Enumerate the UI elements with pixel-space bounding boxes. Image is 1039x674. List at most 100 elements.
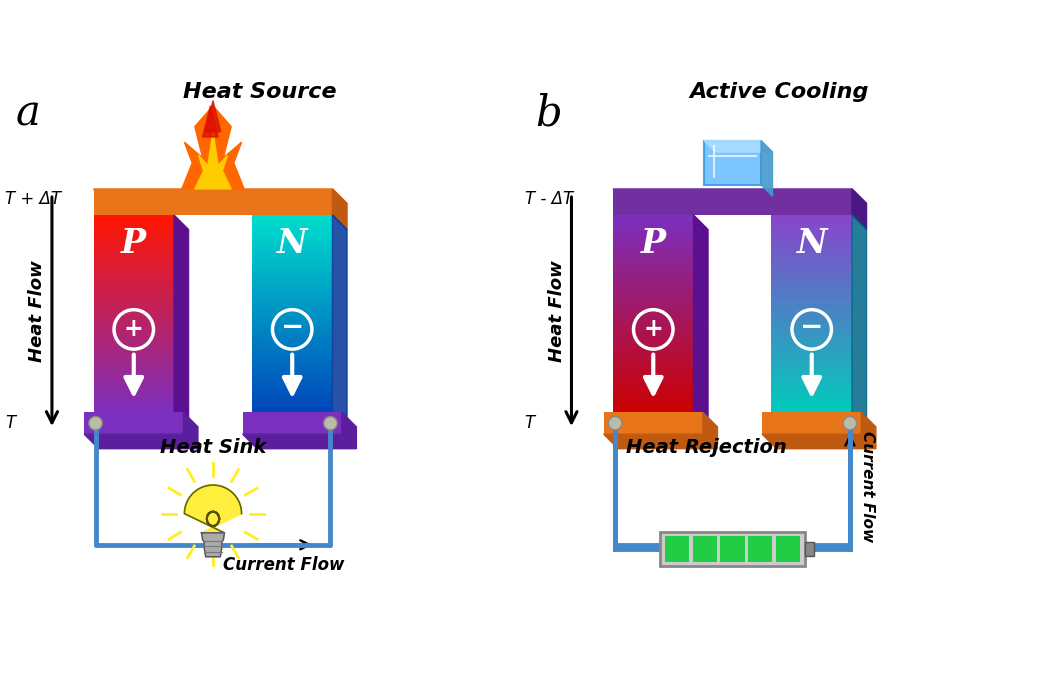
- Bar: [251, 237, 332, 239]
- Bar: [613, 400, 694, 402]
- Bar: [771, 235, 852, 237]
- Bar: [613, 390, 694, 392]
- Bar: [771, 225, 852, 227]
- Polygon shape: [175, 215, 189, 427]
- Bar: [613, 227, 694, 230]
- Bar: [613, 262, 694, 264]
- Bar: [613, 254, 694, 257]
- Bar: [94, 350, 175, 353]
- Bar: [251, 222, 332, 225]
- Bar: [251, 299, 332, 301]
- Bar: [771, 218, 852, 220]
- Bar: [771, 222, 852, 225]
- Text: T: T: [525, 415, 535, 432]
- Bar: [613, 365, 694, 368]
- Text: +: +: [124, 317, 143, 342]
- Bar: [94, 282, 175, 284]
- Bar: [613, 264, 694, 267]
- Circle shape: [324, 417, 337, 430]
- Bar: [251, 257, 332, 259]
- Bar: [613, 368, 694, 371]
- Bar: [251, 309, 332, 311]
- Bar: [251, 252, 332, 254]
- Bar: [251, 286, 332, 289]
- Bar: [251, 380, 332, 383]
- Bar: [613, 324, 694, 326]
- Bar: [251, 297, 332, 299]
- Bar: [251, 331, 332, 334]
- Bar: [94, 326, 175, 328]
- Bar: [94, 284, 175, 286]
- Bar: [94, 249, 175, 252]
- Bar: [613, 189, 852, 215]
- Bar: [771, 297, 852, 299]
- Bar: [251, 316, 332, 319]
- Bar: [613, 338, 694, 341]
- Bar: [771, 350, 852, 353]
- Bar: [251, 385, 332, 388]
- Polygon shape: [94, 189, 347, 204]
- Bar: [251, 353, 332, 356]
- Bar: [251, 215, 332, 218]
- Bar: [94, 230, 175, 232]
- Bar: [771, 405, 852, 407]
- Bar: [771, 257, 852, 259]
- Bar: [94, 407, 175, 410]
- Bar: [94, 189, 332, 215]
- Bar: [94, 321, 175, 324]
- Bar: [251, 378, 332, 380]
- Bar: [613, 398, 694, 400]
- Bar: [251, 230, 332, 232]
- Bar: [771, 400, 852, 402]
- Bar: [805, 541, 815, 556]
- Bar: [94, 363, 175, 365]
- Text: N: N: [797, 227, 827, 260]
- Bar: [613, 269, 694, 272]
- Bar: [94, 324, 175, 326]
- Bar: [771, 398, 852, 400]
- Bar: [94, 297, 175, 299]
- Bar: [771, 341, 852, 343]
- Text: P: P: [641, 227, 666, 260]
- Bar: [94, 398, 175, 400]
- Bar: [251, 402, 332, 405]
- Bar: [613, 392, 694, 395]
- Text: T: T: [5, 415, 16, 432]
- Bar: [251, 356, 332, 358]
- Bar: [771, 304, 852, 306]
- Bar: [613, 249, 694, 252]
- Bar: [613, 267, 694, 269]
- Bar: [613, 378, 694, 380]
- Bar: [94, 402, 175, 405]
- Bar: [251, 304, 332, 306]
- Bar: [693, 536, 717, 562]
- Bar: [613, 405, 694, 407]
- Bar: [771, 378, 852, 380]
- Bar: [94, 353, 175, 356]
- Bar: [613, 272, 694, 274]
- Bar: [251, 264, 332, 267]
- Text: +: +: [643, 317, 663, 342]
- Bar: [613, 348, 694, 350]
- Polygon shape: [694, 215, 709, 328]
- Bar: [613, 245, 694, 247]
- Bar: [251, 324, 332, 326]
- Polygon shape: [195, 132, 231, 189]
- Bar: [251, 259, 332, 262]
- Bar: [251, 272, 332, 274]
- Bar: [94, 395, 175, 398]
- Polygon shape: [184, 412, 198, 449]
- Bar: [94, 215, 175, 218]
- Bar: [251, 405, 332, 407]
- Bar: [613, 215, 694, 218]
- Bar: [771, 363, 852, 365]
- Bar: [771, 284, 852, 286]
- Bar: [251, 365, 332, 368]
- Bar: [94, 346, 175, 348]
- Bar: [94, 388, 175, 390]
- Text: b: b: [535, 93, 562, 135]
- Bar: [94, 259, 175, 262]
- Polygon shape: [761, 141, 773, 196]
- Bar: [251, 326, 332, 328]
- Bar: [94, 378, 175, 380]
